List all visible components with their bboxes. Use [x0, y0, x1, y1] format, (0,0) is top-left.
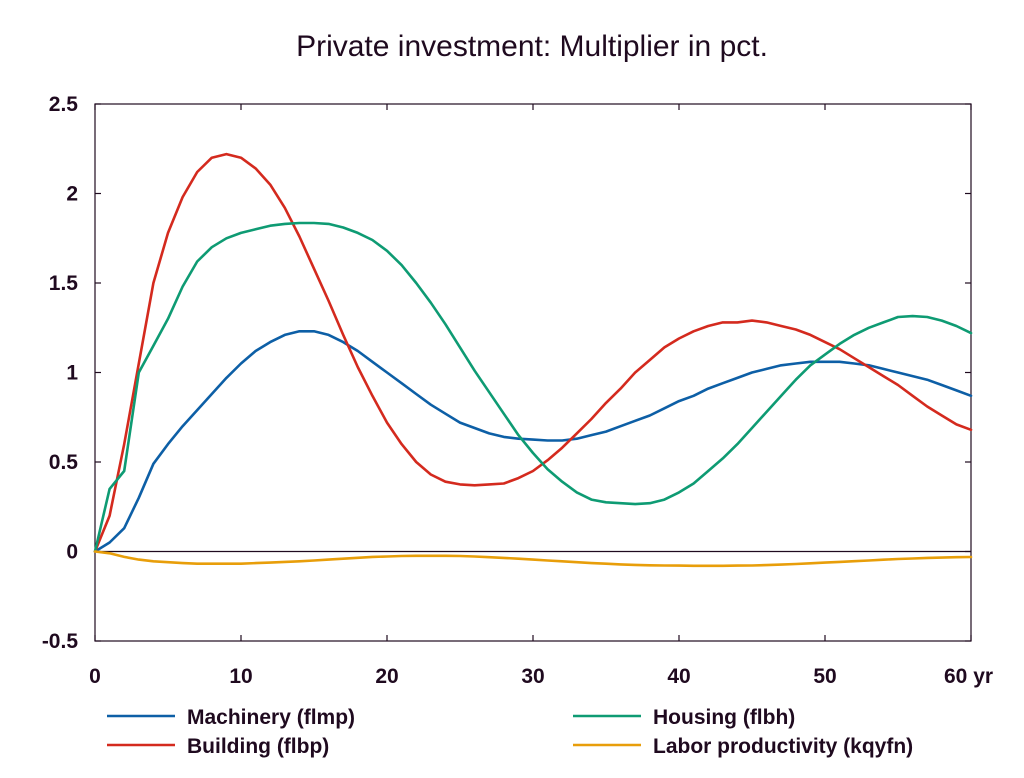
x-tick-label: 40: [667, 665, 690, 688]
y-tick-label: 2: [66, 183, 78, 206]
axis-ticks: 2.5 2 1.5 1 0.5 0 -0.5 0 10 20 30 40 50 60 yr: [42, 93, 993, 688]
y-tick-label: 0: [66, 541, 78, 564]
x-tick-label: 60 yr: [944, 665, 993, 688]
chart-title: Private investment: Multiplier in pct.: [296, 30, 768, 63]
legend-label: Machinery (flmp): [187, 706, 355, 729]
x-tick-label: 30: [521, 665, 544, 688]
x-tick-label: 50: [813, 665, 836, 688]
y-tick-label: 0.5: [49, 451, 79, 474]
series-line-3: [93, 221, 973, 553]
y-tick-label: 1: [66, 362, 78, 385]
series-line-2: [93, 152, 973, 553]
y-tick-label: 2.5: [49, 93, 79, 116]
legend-label: Building (flbp): [187, 735, 329, 758]
x-tick-label: 0: [89, 665, 101, 688]
legend: Machinery (flmp) Building (flbp) Housing (…: [107, 706, 913, 758]
legend-label: Labor productivity (kqyfn): [653, 735, 913, 758]
y-tick-label: 1.5: [49, 272, 79, 295]
series-lines: [93, 152, 973, 568]
legend-label: Housing (flbh): [653, 706, 795, 729]
series-line-1: [93, 329, 973, 553]
x-tick-label: 10: [229, 665, 252, 688]
y-tick-label: -0.5: [42, 630, 79, 653]
series-line-4: [93, 550, 973, 568]
x-tick-label: 20: [375, 665, 398, 688]
